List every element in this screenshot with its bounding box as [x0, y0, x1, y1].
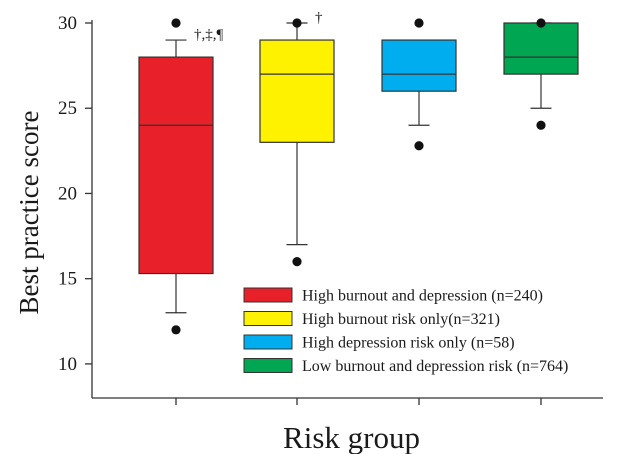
- legend-swatch: [243, 358, 293, 373]
- y-tick-label: 30: [58, 13, 77, 34]
- legend-label: High burnout and depression (n=240): [302, 288, 543, 305]
- outlier-point: [414, 18, 424, 28]
- outlier-point: [536, 18, 546, 28]
- box-group: [503, 18, 579, 130]
- outlier-point: [292, 257, 302, 267]
- box-group: [381, 18, 457, 151]
- y-tick-label: 15: [58, 269, 77, 290]
- legend: High burnout and depression (n=240) High …: [243, 287, 568, 375]
- outlier-point: [171, 18, 181, 28]
- legend-swatch: [243, 287, 293, 303]
- outlier-point: [414, 141, 424, 151]
- y-tick-label: 10: [58, 354, 77, 375]
- y-tick-label: 25: [58, 98, 77, 119]
- box-group: †,‡,¶: [138, 18, 224, 335]
- legend-swatch: [243, 334, 293, 350]
- boxes: †,‡,¶ †: [138, 10, 579, 335]
- legend-label: High burnout risk only(n=321): [302, 311, 500, 328]
- significance-annotation: †: [315, 10, 323, 26]
- legend-label: Low burnout and depression risk (n=764): [302, 358, 568, 375]
- box-iqr: [381, 39, 457, 92]
- x-axis-title: Risk group: [283, 420, 420, 454]
- box-iqr: [259, 39, 335, 143]
- box-iqr: [138, 56, 214, 275]
- outlier-point: [292, 18, 302, 28]
- y-tick-label: 20: [58, 183, 77, 204]
- significance-annotation: †,‡,¶: [194, 27, 224, 43]
- axes: 10 15 20 25 30: [58, 13, 603, 405]
- legend-label: High depression risk only (n=58): [302, 335, 515, 352]
- y-axis-title: Best practice score: [14, 111, 44, 315]
- outlier-point: [536, 120, 546, 130]
- legend-swatch: [243, 311, 293, 326]
- outlier-point: [171, 325, 181, 335]
- box-group: †: [259, 10, 335, 267]
- box-iqr: [503, 22, 579, 75]
